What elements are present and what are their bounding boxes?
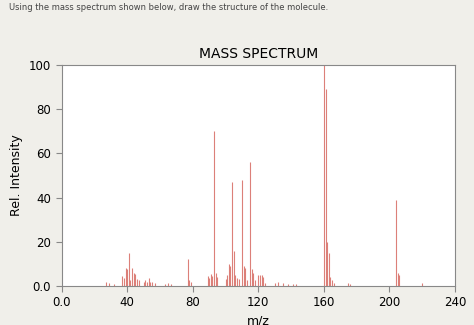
Y-axis label: Rel. Intensity: Rel. Intensity [10, 135, 23, 216]
Text: Using the mass spectrum shown below, draw the structure of the molecule.: Using the mass spectrum shown below, dra… [9, 3, 329, 12]
Title: MASS SPECTRUM: MASS SPECTRUM [199, 47, 318, 61]
X-axis label: m/z: m/z [247, 315, 270, 325]
